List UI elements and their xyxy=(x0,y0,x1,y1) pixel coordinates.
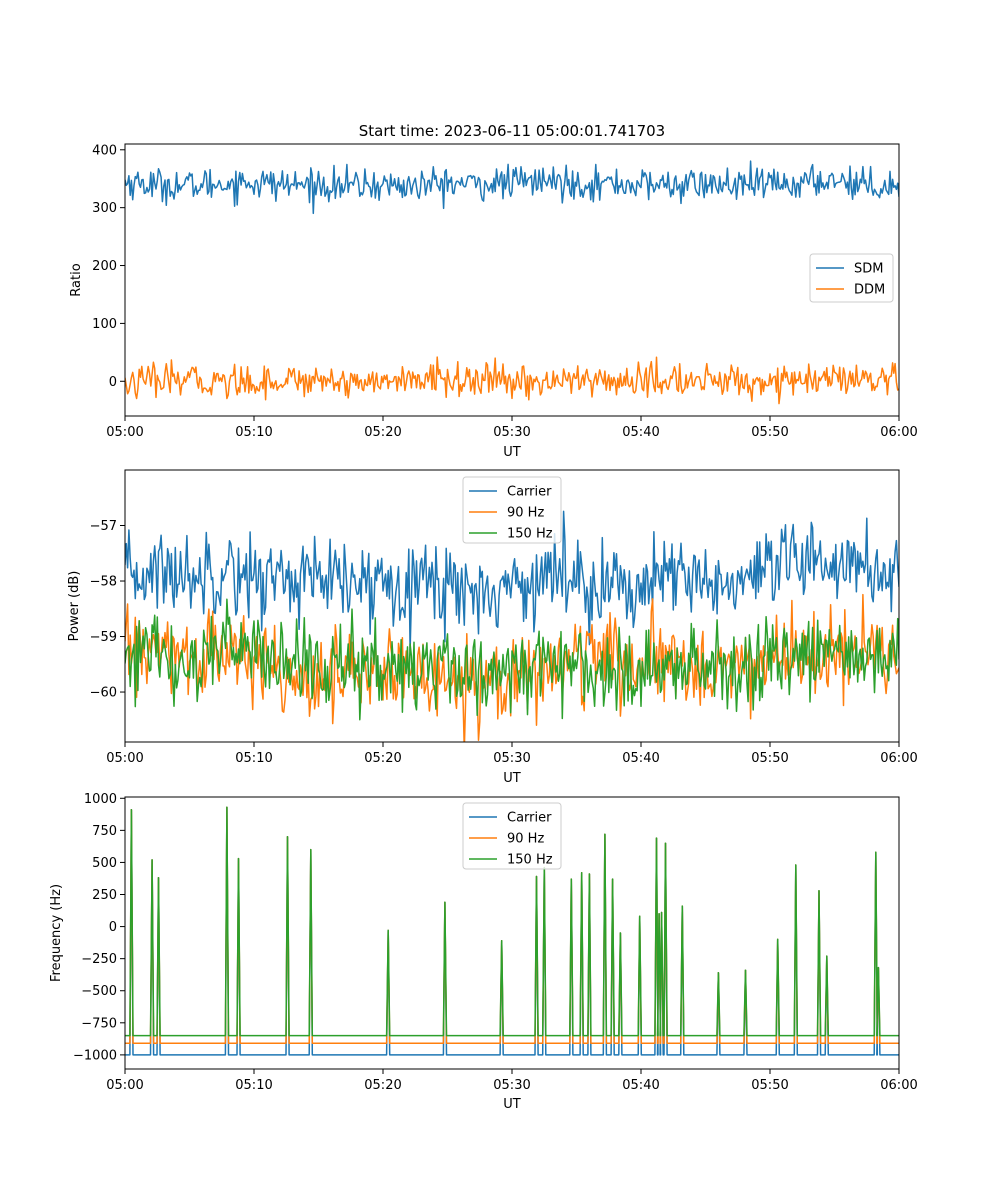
ratio-panel: Start time: 2023-06-11 05:00:01.741703 0… xyxy=(69,122,918,460)
x-tick-label: 05:10 xyxy=(235,751,272,766)
legend-label: SDM xyxy=(854,262,883,277)
y-tick-label: −250 xyxy=(81,952,117,967)
legend-label: 90 Hz xyxy=(507,506,544,521)
x-tick-label: 05:40 xyxy=(622,751,659,766)
y-tick-label: −500 xyxy=(81,984,117,999)
y-tick-label: 100 xyxy=(92,317,117,332)
plot-frame xyxy=(124,796,900,1070)
x-tick-label: 05:50 xyxy=(751,425,788,440)
plot-frame xyxy=(124,143,900,417)
chart-title: Start time: 2023-06-11 05:00:01.741703 xyxy=(359,122,665,140)
series-line xyxy=(125,356,899,405)
y-tick-label: 500 xyxy=(92,856,117,871)
y-tick-label: −58 xyxy=(90,575,117,590)
x-tick-label: 06:00 xyxy=(880,425,917,440)
x-tick-label: 05:30 xyxy=(493,1078,530,1093)
y-tick-label: 0 xyxy=(109,920,117,935)
legend-box xyxy=(809,253,894,303)
x-tick-label: 05:50 xyxy=(751,751,788,766)
y-tick-label: −57 xyxy=(90,519,117,534)
power-panel: 05:00 05:10 05:20 05:30 05:40 05:50 06:00 −57 −5… xyxy=(67,469,918,786)
legend-label: 150 Hz xyxy=(507,527,553,542)
x-axis-label: UT xyxy=(503,771,521,786)
x-tick-label: 05:10 xyxy=(235,425,272,440)
x-tick-label: 05:30 xyxy=(493,425,530,440)
y-tick-label: −750 xyxy=(81,1016,117,1031)
y-tick-label: −1000 xyxy=(73,1048,117,1063)
y-tick-label: 750 xyxy=(92,824,117,839)
x-tick-label: 06:00 xyxy=(880,1078,917,1093)
y-axis-label: Ratio xyxy=(69,263,84,296)
x-axis-label: UT xyxy=(503,445,521,460)
y-tick-label: −60 xyxy=(90,686,117,701)
x-tick-label: 05:20 xyxy=(364,1078,401,1093)
x-tick-label: 05:00 xyxy=(106,425,143,440)
x-tick-label: 05:20 xyxy=(364,751,401,766)
x-tick-label: 05:40 xyxy=(622,1078,659,1093)
legend: SDM DDM xyxy=(809,253,894,303)
legend: Carrier 90 Hz 150 Hz xyxy=(462,802,562,870)
x-tick-label: 05:50 xyxy=(751,1078,788,1093)
legend-box xyxy=(462,476,562,544)
y-tick-label: 0 xyxy=(109,375,117,390)
y-axis-label: Power (dB) xyxy=(67,571,82,642)
x-tick-label: 05:00 xyxy=(106,1078,143,1093)
legend-label: Carrier xyxy=(507,485,552,500)
x-tick-label: 06:00 xyxy=(880,751,917,766)
x-tick-label: 05:00 xyxy=(106,751,143,766)
frequency-panel: 05:00 05:10 05:20 05:30 05:40 05:50 06:00 1000 7… xyxy=(49,792,918,1112)
series-line xyxy=(125,160,899,215)
y-tick-label: −59 xyxy=(90,630,117,645)
y-tick-label: 250 xyxy=(92,888,117,903)
legend-label: DDM xyxy=(854,283,885,298)
y-tick-label: 300 xyxy=(92,201,117,216)
y-tick-label: 200 xyxy=(92,259,117,274)
legend-label: 90 Hz xyxy=(507,832,544,847)
x-axis-label: UT xyxy=(503,1097,521,1112)
y-axis-label: Frequency (Hz) xyxy=(49,884,64,982)
y-tick-label: 1000 xyxy=(84,792,117,807)
legend-label: 150 Hz xyxy=(507,853,553,868)
plot-frame xyxy=(124,469,900,743)
series-line xyxy=(125,510,899,652)
x-tick-label: 05:20 xyxy=(364,425,401,440)
x-tick-label: 05:30 xyxy=(493,751,530,766)
series-line xyxy=(125,806,899,1037)
legend-box xyxy=(462,802,562,870)
legend-label: Carrier xyxy=(507,811,552,826)
series-line xyxy=(125,598,899,721)
y-tick-label: 400 xyxy=(92,143,117,158)
x-tick-label: 05:10 xyxy=(235,1078,272,1093)
legend: Carrier 90 Hz 150 Hz xyxy=(462,476,562,544)
x-tick-label: 05:40 xyxy=(622,425,659,440)
